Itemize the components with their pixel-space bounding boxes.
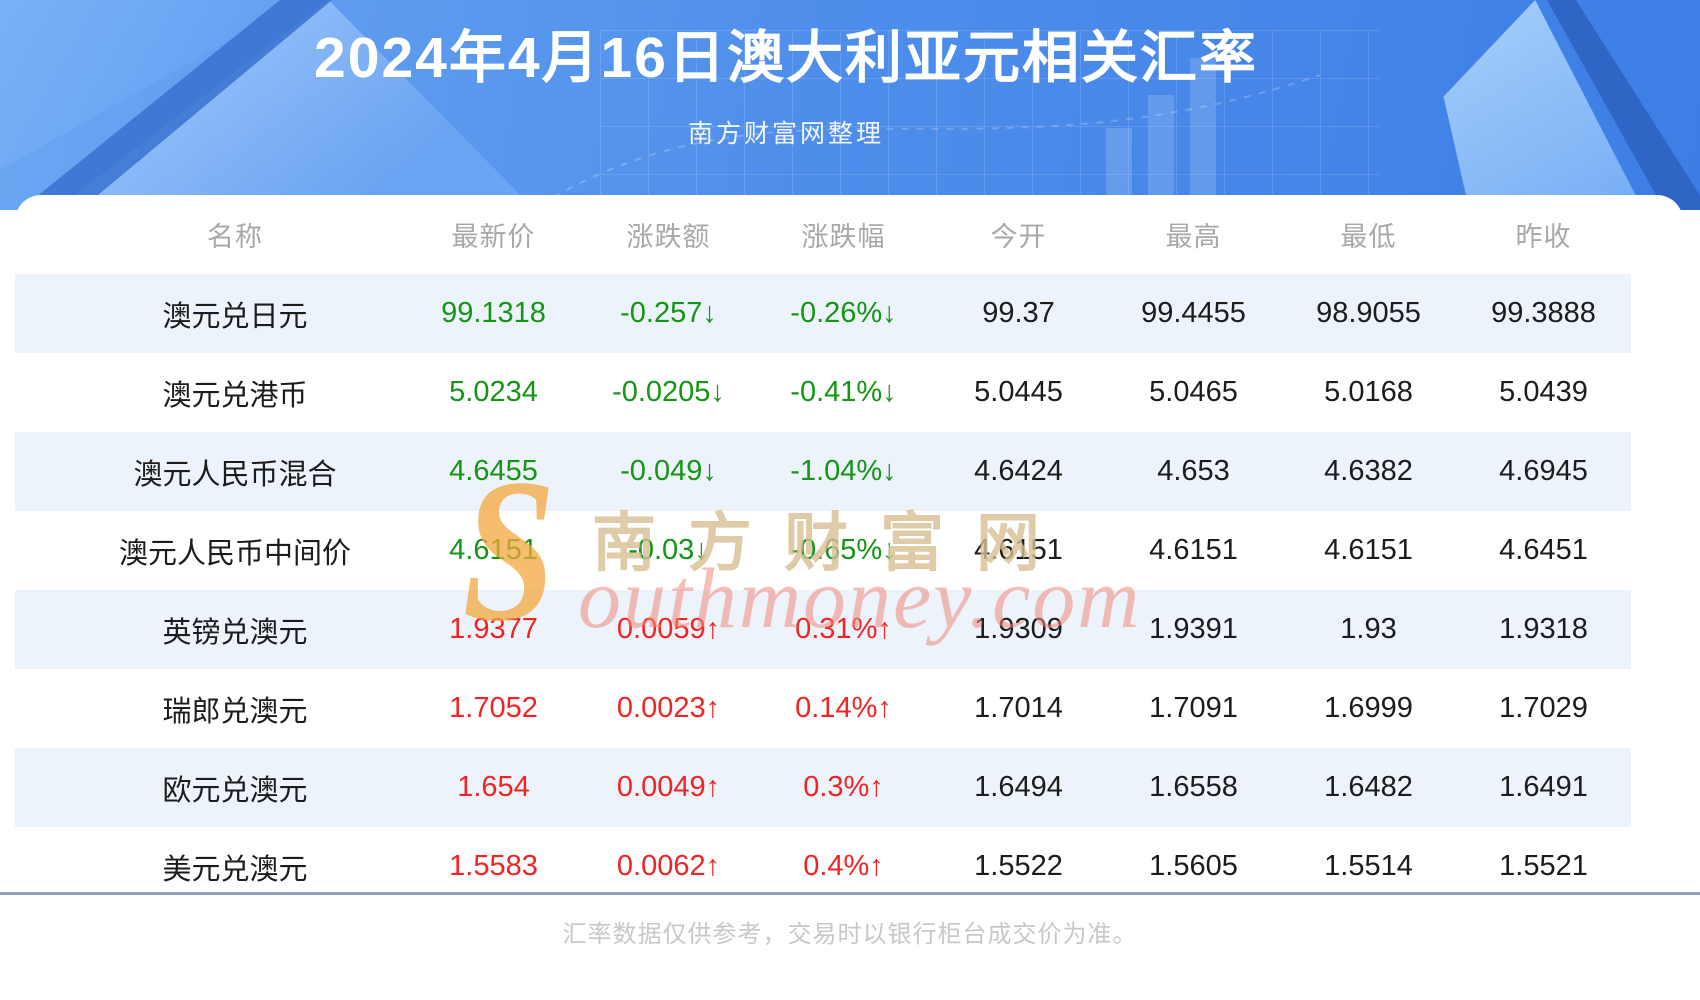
cell-low: 5.0168 — [1324, 376, 1413, 408]
col-header-change-percent: 涨跌幅 — [801, 222, 886, 252]
cell-change-percent: 0.31%↑ — [795, 613, 892, 645]
cell-open: 1.6494 — [974, 771, 1063, 803]
cell-open: 1.9309 — [974, 613, 1063, 645]
exchange-rates-table: 名称 最新价 涨跌额 涨跌幅 今开 最高 最低 昨收 澳元兑日元 99.1318… — [15, 195, 1631, 888]
page-header-banner: 2024年4月16日澳大利亚元相关汇率 南方财富网整理 — [0, 0, 1700, 210]
cell-high: 1.6558 — [1149, 771, 1238, 803]
cell-prev-close: 1.6491 — [1499, 771, 1588, 803]
cell-low: 4.6151 — [1324, 534, 1413, 566]
cell-change-amount: -0.257↓ — [620, 297, 717, 329]
cell-last-price: 1.7052 — [449, 692, 538, 724]
table-row: 美元兑澳元 1.5583 0.0062↑ 0.4%↑ 1.5522 1.5605… — [15, 827, 1631, 888]
cell-prev-close: 1.5521 — [1499, 850, 1588, 882]
cell-high: 1.5605 — [1149, 850, 1238, 882]
cell-pair-name: 澳元兑港币 — [162, 379, 308, 412]
decor-candlestick-bar — [1190, 58, 1216, 210]
cell-low: 1.93 — [1340, 613, 1397, 645]
cell-low: 4.6382 — [1324, 455, 1413, 487]
cell-pair-name: 瑞郎兑澳元 — [162, 695, 308, 728]
cell-open: 99.37 — [982, 297, 1055, 329]
disclaimer-text: 汇率数据仅供参考，交易时以银行柜台成交价为准。 — [562, 921, 1138, 948]
cell-last-price: 1.5583 — [449, 850, 538, 882]
cell-high: 4.6151 — [1149, 534, 1238, 566]
page-title: 2024年4月16日澳大利亚元相关汇率 — [314, 26, 1258, 90]
cell-open: 1.5522 — [974, 850, 1063, 882]
cell-low: 98.9055 — [1316, 297, 1421, 329]
cell-high: 5.0465 — [1149, 376, 1238, 408]
cell-open: 5.0445 — [974, 376, 1063, 408]
table-row: 澳元兑港币 5.0234 -0.0205↓ -0.41%↓ 5.0445 5.0… — [15, 353, 1631, 432]
col-header-name: 名称 — [207, 222, 263, 252]
cell-prev-close: 4.6451 — [1499, 534, 1588, 566]
col-header-low: 最低 — [1340, 222, 1397, 252]
cell-change-amount: 0.0059↑ — [616, 613, 721, 645]
cell-change-amount: 0.0049↑ — [616, 771, 721, 803]
rates-table-card: 名称 最新价 涨跌额 涨跌幅 今开 最高 最低 昨收 澳元兑日元 99.1318… — [15, 195, 1683, 888]
table-row: 欧元兑澳元 1.654 0.0049↑ 0.3%↑ 1.6494 1.6558 … — [15, 748, 1631, 827]
cell-pair-name: 美元兑澳元 — [162, 853, 308, 886]
decor-grid-pattern — [600, 30, 1380, 210]
cell-high: 1.9391 — [1149, 613, 1238, 645]
cell-high: 1.7091 — [1149, 692, 1238, 724]
cell-change-percent: -0.26%↓ — [790, 297, 897, 329]
cell-prev-close: 5.0439 — [1499, 376, 1588, 408]
table-row: 澳元人民币混合 4.6455 -0.049↓ -1.04%↓ 4.6424 4.… — [15, 432, 1631, 511]
cell-last-price: 1.654 — [457, 771, 530, 803]
cell-high: 4.653 — [1157, 455, 1230, 487]
cell-change-percent: 0.14%↑ — [795, 692, 892, 724]
cell-low: 1.6482 — [1324, 771, 1413, 803]
cell-low: 1.6999 — [1324, 692, 1413, 724]
cell-prev-close: 99.3888 — [1491, 297, 1596, 329]
table-row: 瑞郎兑澳元 1.7052 0.0023↑ 0.14%↑ 1.7014 1.709… — [15, 669, 1631, 748]
cell-last-price: 1.9377 — [449, 613, 538, 645]
cell-low: 1.5514 — [1324, 850, 1413, 882]
page-subtitle: 南方财富网整理 — [687, 120, 884, 148]
cell-pair-name: 欧元兑澳元 — [162, 774, 308, 807]
col-header-prev-close: 昨收 — [1515, 222, 1572, 252]
cell-last-price: 4.6151 — [449, 534, 538, 566]
cell-last-price: 5.0234 — [449, 376, 538, 408]
cell-change-percent: 0.4%↑ — [803, 850, 884, 882]
col-header-change-amount: 涨跌额 — [626, 222, 711, 252]
cell-high: 99.4455 — [1141, 297, 1246, 329]
col-header-high: 最高 — [1165, 222, 1222, 252]
col-header-last-price: 最新价 — [451, 222, 536, 252]
cell-change-amount: 0.0023↑ — [616, 692, 721, 724]
cell-last-price: 99.1318 — [441, 297, 546, 329]
cell-change-percent: 0.3%↑ — [803, 771, 884, 803]
cell-pair-name: 澳元人民币中间价 — [118, 537, 351, 570]
cell-open: 4.6424 — [974, 455, 1063, 487]
cell-change-percent: -1.04%↓ — [790, 455, 897, 487]
cell-prev-close: 1.9318 — [1499, 613, 1588, 645]
cell-open: 1.7014 — [974, 692, 1063, 724]
table-row: 澳元兑日元 99.1318 -0.257↓ -0.26%↓ 99.37 99.4… — [15, 274, 1631, 353]
cell-change-percent: -0.41%↓ — [790, 376, 897, 408]
cell-change-amount: -0.0205↓ — [612, 376, 725, 408]
decor-dashed-curve — [539, 74, 1321, 206]
footer-divider — [0, 892, 1700, 895]
col-header-open: 今开 — [990, 222, 1047, 252]
cell-prev-close: 4.6945 — [1499, 455, 1588, 487]
cell-pair-name: 澳元兑日元 — [162, 300, 308, 333]
table-header-row: 名称 最新价 涨跌额 涨跌幅 今开 最高 最低 昨收 — [15, 195, 1631, 274]
cell-open: 4.6151 — [974, 534, 1063, 566]
cell-pair-name: 英镑兑澳元 — [162, 616, 308, 649]
decor-candlestick-bar — [1148, 95, 1174, 210]
cell-change-percent: -0.65%↓ — [790, 534, 897, 566]
cell-change-amount: 0.0062↑ — [616, 850, 721, 882]
table-row: 英镑兑澳元 1.9377 0.0059↑ 0.31%↑ 1.9309 1.939… — [15, 590, 1631, 669]
cell-change-amount: -0.049↓ — [620, 455, 717, 487]
cell-pair-name: 澳元人民币混合 — [133, 458, 337, 491]
table-row: 澳元人民币中间价 4.6151 -0.03↓ -0.65%↓ 4.6151 4.… — [15, 511, 1631, 590]
cell-last-price: 4.6455 — [449, 455, 538, 487]
cell-prev-close: 1.7029 — [1499, 692, 1588, 724]
cell-change-amount: -0.03↓ — [628, 534, 709, 566]
